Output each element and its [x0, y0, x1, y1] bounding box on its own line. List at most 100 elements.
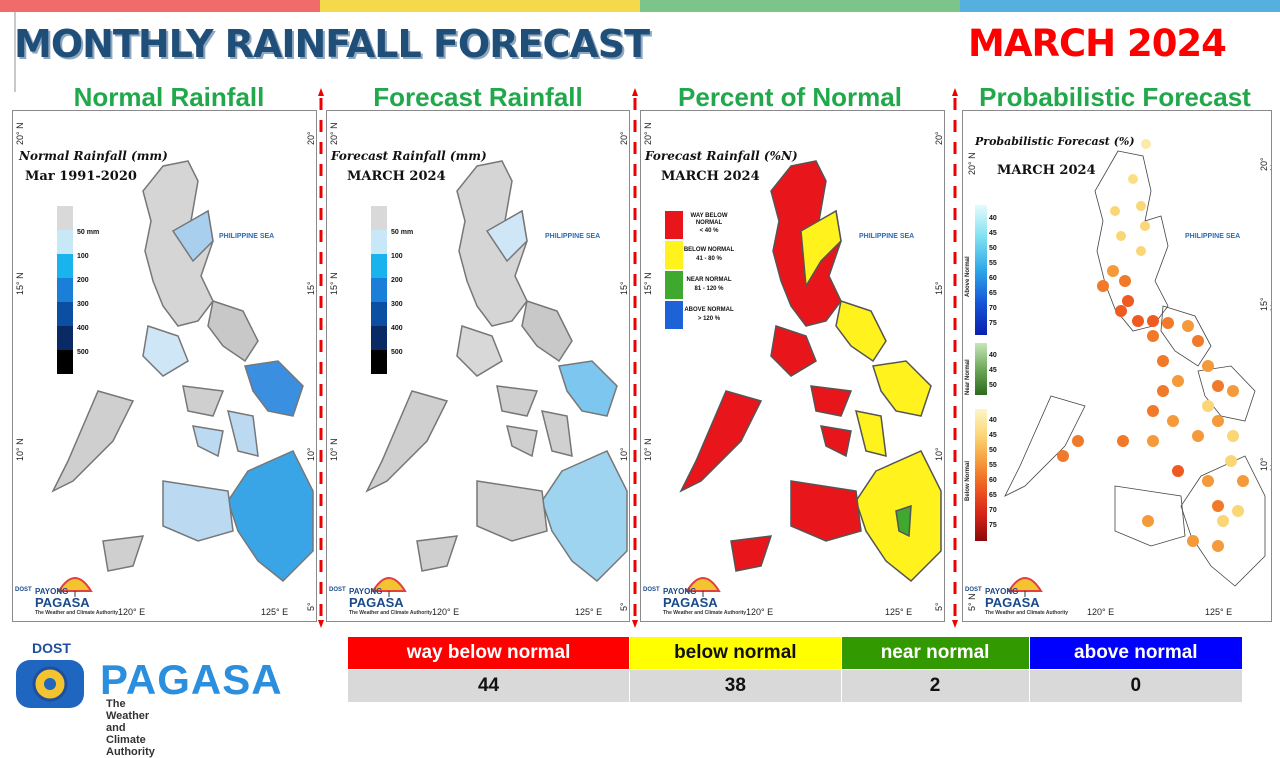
map-sublabel: Mar 1991-2020: [25, 169, 137, 184]
lat-label-5-right: 5° N: [306, 602, 316, 611]
legend-swatch-near: [665, 271, 683, 299]
below-tick-55: 55: [989, 462, 997, 469]
philippines-map-normal: [51, 160, 314, 583]
legend-400: 400: [77, 325, 89, 332]
legend-500: 500: [77, 349, 89, 356]
legend-200: 200: [391, 277, 403, 284]
header-below-normal: below normal: [629, 636, 842, 670]
umbrella-icon: [57, 577, 93, 597]
philippines-map-probabilistic: [1004, 139, 1266, 587]
near-normal-bar: [975, 343, 987, 395]
summary-header-row: way below normal below normal near norma…: [346, 636, 1244, 670]
lat-label-20-right: 20° N: [1259, 157, 1271, 171]
summary-table: way below normal below normal near norma…: [346, 636, 1244, 703]
below-tick-50: 50: [989, 447, 997, 454]
lat-label-20: 20° N: [643, 122, 653, 145]
legend-below-range: 41 - 80 %: [696, 256, 722, 262]
mini-payong: PAYONG: [349, 587, 383, 596]
header-above-normal: above normal: [1028, 636, 1244, 670]
above-tick-45: 45: [989, 230, 997, 237]
lat-label-15: 15° N: [15, 272, 25, 295]
legend-100: 100: [391, 253, 403, 260]
lat-label-10: 10° N: [329, 438, 339, 461]
panel-divider-2: [632, 88, 638, 628]
map-sublabel: MARCH 2024: [997, 163, 1096, 178]
legend-100: 100: [77, 253, 89, 260]
lat-label-10: 10° N: [643, 438, 653, 461]
lat-label-20: 20° N: [329, 122, 339, 145]
legend-way-below-range: < 40 %: [699, 228, 719, 234]
panel-title-probabilistic: Probabilistic Forecast: [979, 82, 1251, 112]
lon-label-120: 120° E: [1087, 607, 1115, 617]
brand-tagline: The Weather and Climate Authority: [106, 698, 155, 758]
panel-title-percent: Percent of Normal: [678, 82, 902, 112]
map-sublabel: MARCH 2024: [661, 169, 760, 184]
legend-above-range: > 120 %: [697, 316, 721, 322]
lon-label-120: 120° E: [118, 607, 146, 617]
above-tick-40: 40: [989, 215, 997, 222]
above-tick-70: 70: [989, 305, 997, 312]
legend-300: 300: [391, 301, 403, 308]
above-normal-label: Above Normal: [965, 256, 971, 297]
mini-pagasa: PAGASA: [985, 595, 1040, 610]
near-tick-50: 50: [989, 382, 997, 389]
lat-label-5: 5° N: [967, 593, 977, 611]
panel-title-normal: Normal Rainfall: [73, 82, 265, 112]
legend-50: 50 mm: [77, 229, 100, 236]
below-tick-75: 75: [989, 522, 997, 529]
below-tick-65: 65: [989, 492, 997, 499]
below-tick-45: 45: [989, 432, 997, 439]
lon-label-125: 125° E: [575, 607, 603, 617]
lat-label-10-right: 10° N: [1259, 457, 1271, 471]
below-tick-40: 40: [989, 417, 997, 424]
legend-swatch-above: [665, 301, 683, 329]
above-tick-55: 55: [989, 260, 997, 267]
mini-pagasa: PAGASA: [663, 595, 718, 610]
mini-dost: DOST: [15, 587, 32, 593]
map-label: Normal Rainfall (mm): [19, 149, 168, 163]
lon-label-125: 125° E: [261, 607, 289, 617]
value-below-normal: 38: [629, 669, 842, 703]
lat-label-15-right: 15° N: [306, 281, 316, 295]
near-normal-label: Near Normal: [965, 359, 971, 395]
mini-payong: PAYONG: [663, 587, 697, 596]
lat-label-10-right: 10° N: [306, 447, 316, 461]
map-label: Forecast Rainfall (mm): [331, 149, 487, 163]
legend-300: 300: [77, 301, 89, 308]
map-panel-probabilistic: 20° N 20° N 15° N 10° N 5° N 120° E 125°…: [962, 110, 1272, 622]
sea-label: PHILIPPINE SEA: [1185, 233, 1241, 240]
mini-dost: DOST: [329, 587, 346, 593]
top-bar-yellow: [320, 0, 640, 12]
near-tick-40: 40: [989, 352, 997, 359]
lat-label-15-right: 15° N: [1259, 297, 1271, 311]
umbrella-icon: [685, 577, 721, 597]
above-tick-65: 65: [989, 290, 997, 297]
lat-label-10-right: 10° N: [934, 447, 944, 461]
philippines-map-percent: [679, 160, 942, 583]
legend-swatch-way-below: [665, 211, 683, 239]
mini-payong: PAYONG: [985, 587, 1019, 596]
umbrella-icon: [371, 577, 407, 597]
below-normal-label: Below Normal: [965, 460, 971, 501]
mini-pagasa: PAGASA: [35, 595, 90, 610]
lat-label-15-right: 15° N: [619, 281, 629, 295]
lat-label-15-right: 15° N: [934, 281, 944, 295]
above-tick-75: 75: [989, 320, 997, 327]
legend-200: 200: [77, 277, 89, 284]
top-bar-blue: [960, 0, 1280, 12]
map-panel-normal: 20° N 15° N 10° N 20° N 15° N 10° N 5° N…: [12, 110, 317, 622]
value-way-below-normal: 44: [346, 669, 631, 703]
umbrella-icon: [1007, 577, 1043, 597]
map-label: Forecast Rainfall (%N): [645, 149, 798, 163]
lon-label-120: 120° E: [432, 607, 460, 617]
legend-400: 400: [391, 325, 403, 332]
top-bar-red: [0, 0, 320, 12]
brand-name: PAGASA: [100, 656, 283, 703]
mini-payong: PAYONG: [35, 587, 69, 596]
rainfall-legend-scale: [57, 206, 73, 374]
lat-label-20-right: 20° N: [934, 131, 944, 145]
map-sublabel: MARCH 2024: [347, 169, 446, 184]
below-normal-bar: [975, 409, 987, 541]
legend-swatch-below: [665, 241, 683, 269]
header-way-below-normal: way below normal: [346, 636, 631, 670]
